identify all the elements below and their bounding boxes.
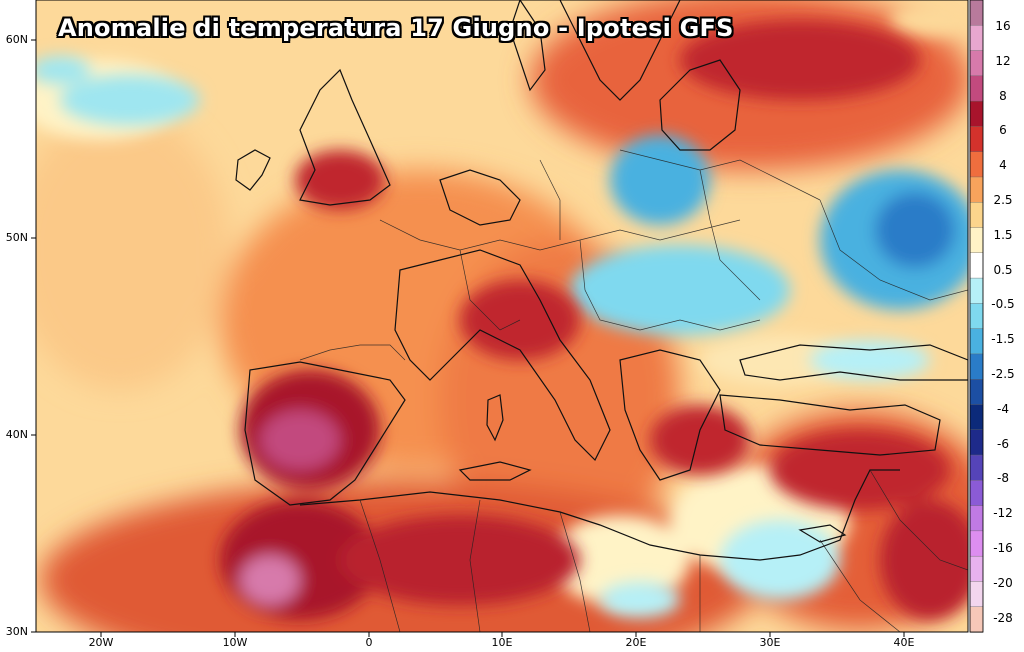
lat-label-30n: 30N: [5, 625, 28, 638]
colorbar-label: -28: [993, 610, 1013, 625]
colorbar-swatch: [969, 429, 984, 456]
colorbar-swatch: [969, 202, 984, 229]
colorbar-swatch: [969, 379, 984, 406]
borders: [299, 149, 968, 632]
lat-label-50n: 50N: [5, 231, 28, 244]
colorbar-swatch: [969, 303, 984, 330]
axis-ticks: [31, 39, 905, 637]
colorbar-label: 6: [999, 123, 1007, 138]
lon-label-20w: 20W: [88, 636, 114, 649]
colorbar-swatch: [969, 277, 984, 305]
colorbar-swatch: [969, 328, 984, 355]
colorbar-label: 1.5: [993, 227, 1013, 242]
colorbar-label: -12: [993, 506, 1013, 521]
colorbar-label: -2.5: [991, 367, 1015, 381]
colorbar-swatch: [969, 505, 984, 532]
colorbar-label: -4: [997, 401, 1009, 416]
colorbar-label: -16: [993, 541, 1013, 555]
lon-label-40e: 40E: [893, 636, 915, 649]
coastlines: [235, 0, 968, 561]
colorbar-swatch: [969, 581, 984, 608]
colorbar: [969, 0, 984, 633]
colorbar-swatch: [969, 227, 984, 254]
colorbar-swatch: [969, 252, 984, 279]
colorbar-swatch: [969, 50, 984, 77]
colorbar-label: 12: [995, 53, 1011, 68]
lon-label-30e: 30E: [759, 636, 781, 649]
colorbar-label: 16: [995, 19, 1011, 33]
colorbar-label: -0.5: [991, 297, 1015, 312]
colorbar-swatch: [969, 530, 984, 557]
colorbar-frame: [969, 0, 984, 633]
colorbar-swatch: [969, 0, 984, 26]
colorbar-swatch: [969, 606, 984, 633]
colorbar-label: -8: [997, 471, 1009, 486]
colorbar-label: 4: [999, 158, 1007, 173]
colorbar-label: 0.5: [993, 262, 1013, 277]
colorbar-label: 8: [999, 88, 1007, 103]
map-title: Anomalie di temperatura 17 Giugno - Ipot…: [58, 14, 734, 42]
colorbar-swatch: [969, 25, 984, 52]
map-area: [36, 0, 968, 632]
colorbar-swatch: [969, 75, 984, 102]
lon-label-0: 0: [365, 636, 373, 649]
colorbar-swatch: [969, 176, 984, 203]
colorbar-label: 2.5: [993, 193, 1013, 207]
colorbar-label: -6: [997, 436, 1009, 451]
colorbar-swatch: [969, 480, 984, 507]
lon-label-10e: 10E: [491, 636, 513, 649]
lat-label-60n: 60N: [5, 33, 28, 46]
lat-label-40n: 40N: [5, 428, 28, 441]
colorbar-label: -20: [993, 575, 1013, 590]
colorbar-swatch: [969, 404, 984, 431]
colorbar-label: -1.5: [991, 332, 1015, 347]
colorbar-swatch: [969, 100, 984, 128]
colorbar-swatch: [969, 555, 984, 583]
lon-label-20e: 20E: [625, 636, 647, 649]
lon-label-10w: 10W: [222, 636, 248, 649]
colorbar-swatch: [969, 454, 984, 482]
colorbar-swatch: [969, 353, 984, 380]
colorbar-swatch: [969, 151, 984, 178]
colorbar-swatch: [969, 126, 984, 153]
